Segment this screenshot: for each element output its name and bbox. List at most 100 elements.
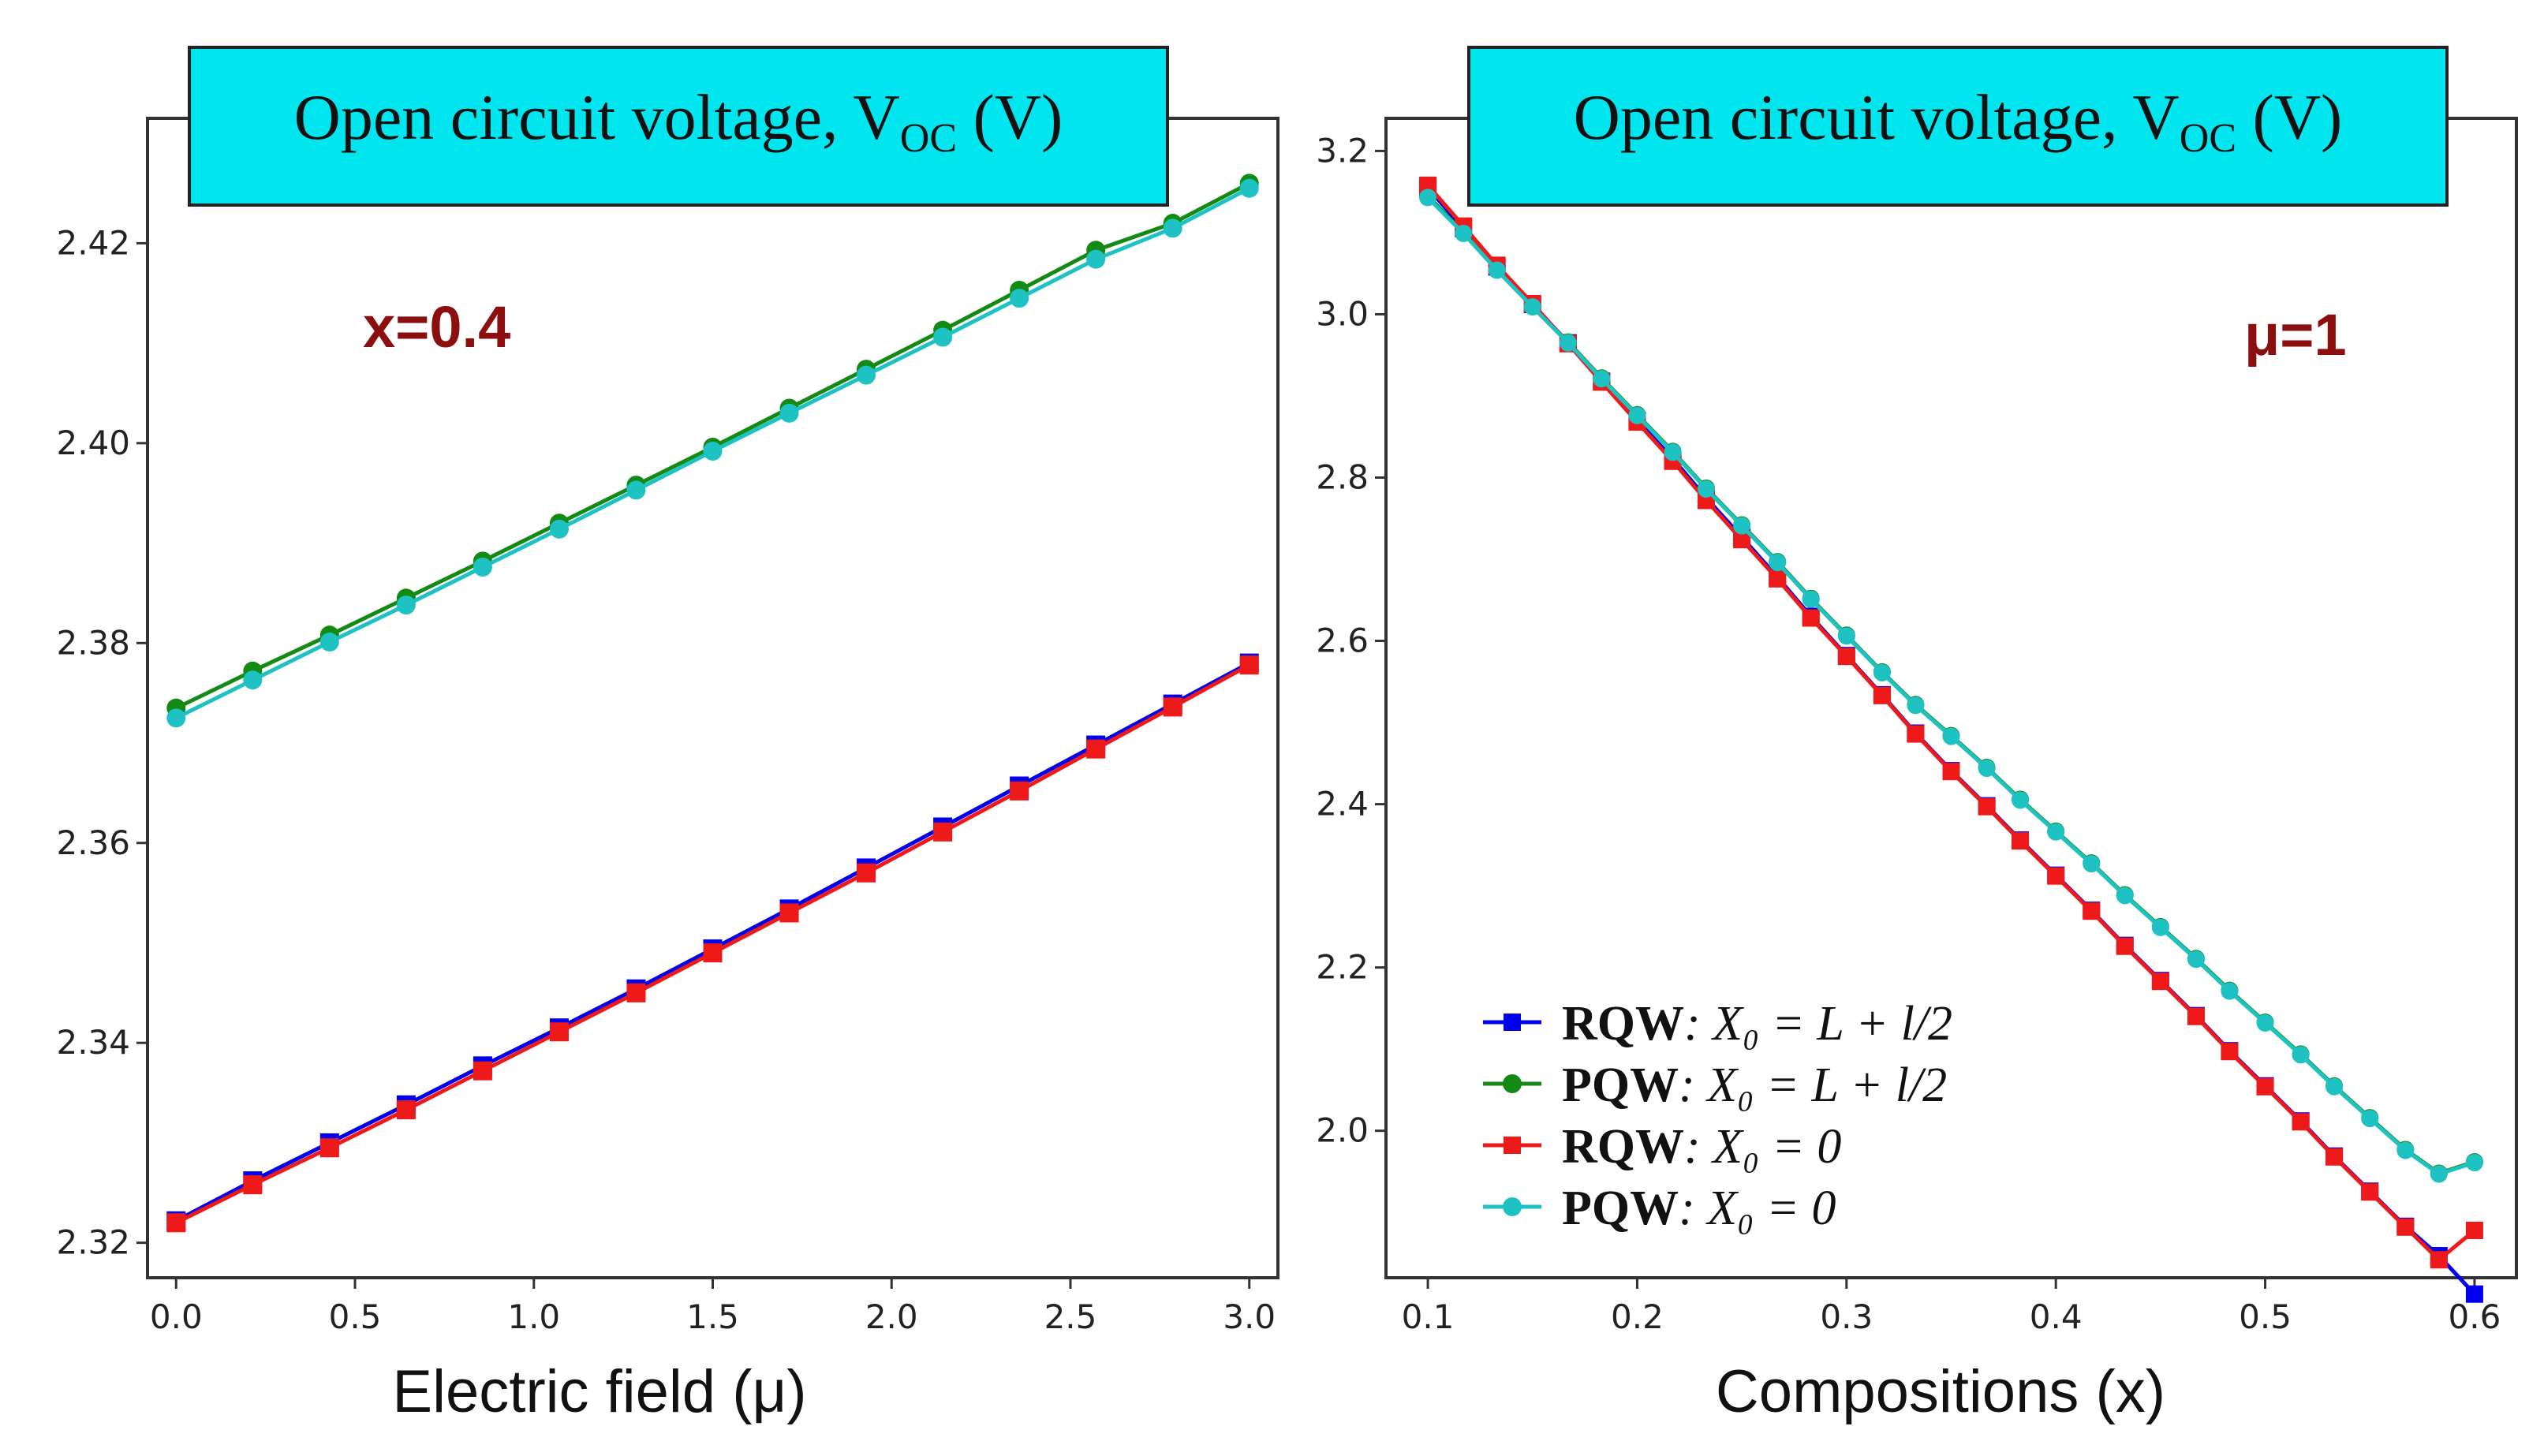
right-data-point-rqw-0: [2151, 973, 2169, 991]
left-data-point-rqw-0: [549, 1022, 569, 1042]
right-data-point-rqw-0: [1419, 176, 1437, 194]
legend-label-bold: RQW: [1562, 997, 1684, 1051]
right-data-point-pqw-0: [1802, 590, 1820, 608]
right-data-point-rqw-0: [2221, 1043, 2239, 1061]
legend-entry-pqw-0: PQW: X₀ = 0: [1483, 1182, 1836, 1235]
right-data-point-pqw-0: [2430, 1165, 2448, 1183]
left-data-point-rqw-0: [779, 903, 799, 923]
legend-label-pqw-0: PQW: X₀ = 0: [1562, 1182, 1836, 1235]
legend-label-bold: PQW: [1562, 1058, 1679, 1112]
left-xtick-label: 2.5: [1044, 1297, 1097, 1336]
left-data-point-pqw-0: [626, 480, 646, 500]
right-data-point-pqw-0: [1593, 370, 1611, 388]
left-y-axis: 2.32 2.34 2.36 2.38 2.40 2.42: [56, 223, 148, 1262]
left-series-rqw-0: [166, 655, 1259, 1233]
left-data-point-rqw-0: [319, 1138, 339, 1158]
right-data-point-pqw-0: [1559, 334, 1577, 352]
right-annotation: μ=1: [2244, 302, 2347, 368]
right-ytick-label: 3.2: [1316, 131, 1369, 170]
right-data-point-pqw-0: [2187, 950, 2205, 969]
right-ytick-label: 2.4: [1316, 785, 1369, 823]
right-data-point-rqw-0: [2083, 902, 2101, 920]
left-series-pqw-0: [166, 178, 1259, 728]
left-data-point-pqw-0: [857, 365, 876, 385]
left-data-point-rqw-0: [626, 983, 646, 1002]
left-ytick-label: 2.32: [56, 1223, 130, 1262]
left-ytick-label: 2.42: [56, 223, 130, 262]
right-data-point-pqw-0: [1769, 554, 1787, 572]
left-data-point-pqw-0: [243, 670, 263, 690]
right-data-point-rqw-0: [2465, 1221, 2483, 1239]
right-data-point-pqw-0: [1907, 696, 1925, 715]
left-x-axis: 0.0 0.5 1.0 1.5 2.0 2.5 3.0: [150, 1278, 1276, 1336]
left-title-subscript: OC: [900, 116, 957, 161]
legend-label-rqw-l: RQW: X₀ = L + l/2: [1562, 997, 1952, 1051]
legend-marker-pqw-l: [1503, 1074, 1522, 1093]
right-x-axis-label: Compositions (x): [1716, 1358, 2165, 1425]
left-data-point-pqw-0: [549, 519, 569, 539]
left-title-box: [188, 46, 1169, 207]
left-data-point-rqw-0: [396, 1100, 416, 1120]
left-data-point-rqw-0: [933, 822, 953, 842]
right-data-point-rqw-0: [2256, 1077, 2274, 1096]
left-data-point-pqw-0: [779, 403, 799, 423]
left-x-axis-label: Electric field (μ): [392, 1358, 806, 1425]
right-xtick-label: 0.4: [2030, 1297, 2083, 1336]
right-data-point-pqw-0: [1664, 443, 1682, 461]
right-data-point-rqw-0: [2396, 1218, 2415, 1236]
left-plot-frame: [146, 117, 1279, 1279]
right-data-point-pqw-0: [2047, 823, 2065, 841]
right-xtick-label: 0.6: [2449, 1297, 2501, 1336]
right-data-point-pqw-0: [1488, 261, 1506, 279]
right-data-point-pqw-0: [2256, 1014, 2274, 1032]
right-data-point-pqw-0: [1733, 517, 1751, 535]
right-title-main: Open circuit voltage, V: [1574, 81, 2180, 153]
right-xtick-label: 0.5: [2239, 1297, 2292, 1336]
left-data-point-rqw-0: [857, 863, 876, 883]
left-xtick-label: 0.0: [150, 1297, 203, 1336]
left-panel: 2.32 2.34 2.36 2.38 2.40 2.42 0.0 0.5 1.0 1.5 2.0…: [56, 46, 1279, 1425]
right-data-point-pqw-0: [1523, 298, 1541, 316]
right-data-point-rqw-0: [2012, 832, 2030, 850]
right-data-point-pqw-0: [1873, 663, 1891, 681]
left-data-point-rqw-0: [166, 1213, 186, 1233]
legend-label-rqw-0: RQW: X₀ = 0: [1562, 1120, 1841, 1174]
left-data-point-pqw-0: [166, 708, 186, 728]
right-data-point-rqw-0: [1769, 569, 1787, 588]
right-x-axis: 0.1 0.2 0.3 0.4 0.5 0.6: [1402, 1278, 2501, 1336]
right-ytick-label: 2.0: [1316, 1111, 1369, 1150]
legend-label-formula: : X₀ = L + l/2: [1679, 1058, 1947, 1112]
right-data-point-pqw-0: [2361, 1110, 2379, 1128]
legend-label-formula: : X₀ = L + l/2: [1684, 997, 1952, 1051]
right-data-point-pqw-0: [1628, 406, 1646, 424]
right-ytick-label: 2.2: [1316, 948, 1369, 987]
right-data-point-pqw-0: [1455, 224, 1473, 242]
right-plot-frame: [1384, 117, 2518, 1279]
legend-marker-rqw-l: [1504, 1014, 1521, 1031]
left-title-main: Open circuit voltage, V: [294, 81, 900, 153]
right-xtick-label: 0.3: [1820, 1297, 1873, 1336]
right-data-point-pqw-0: [1978, 760, 1996, 778]
right-data-point-pqw-0: [2151, 918, 2169, 936]
right-data-point-rqw-0: [1873, 686, 1891, 704]
right-data-point-pqw-0: [2012, 791, 2030, 809]
right-data-point-pqw-0: [1419, 189, 1437, 207]
legend-marker-pqw-0: [1503, 1197, 1522, 1216]
right-xtick-label: 0.1: [1402, 1297, 1455, 1336]
right-data-point-rqw-0: [2430, 1251, 2448, 1269]
right-data-point-rqw-0: [1802, 609, 1820, 627]
right-data-point-rqw-l: [2465, 1285, 2483, 1303]
right-data-point-rqw-0: [1978, 797, 1996, 816]
left-data-point-pqw-0: [1010, 289, 1029, 308]
right-data-point-rqw-0: [2361, 1183, 2379, 1201]
right-xtick-label: 0.2: [1611, 1297, 1664, 1336]
legend-marker-rqw-0: [1504, 1137, 1521, 1154]
left-ytick-label: 2.36: [56, 823, 130, 862]
right-data-point-rqw-0: [1907, 725, 1925, 743]
left-ytick-label: 2.34: [56, 1023, 130, 1062]
left-data-point-pqw-0: [1163, 218, 1182, 238]
legend-label-pqw-l: PQW: X₀ = L + l/2: [1562, 1058, 1947, 1112]
right-title-subscript: OC: [2180, 116, 2236, 161]
right-data-point-pqw-0: [2465, 1154, 2483, 1172]
